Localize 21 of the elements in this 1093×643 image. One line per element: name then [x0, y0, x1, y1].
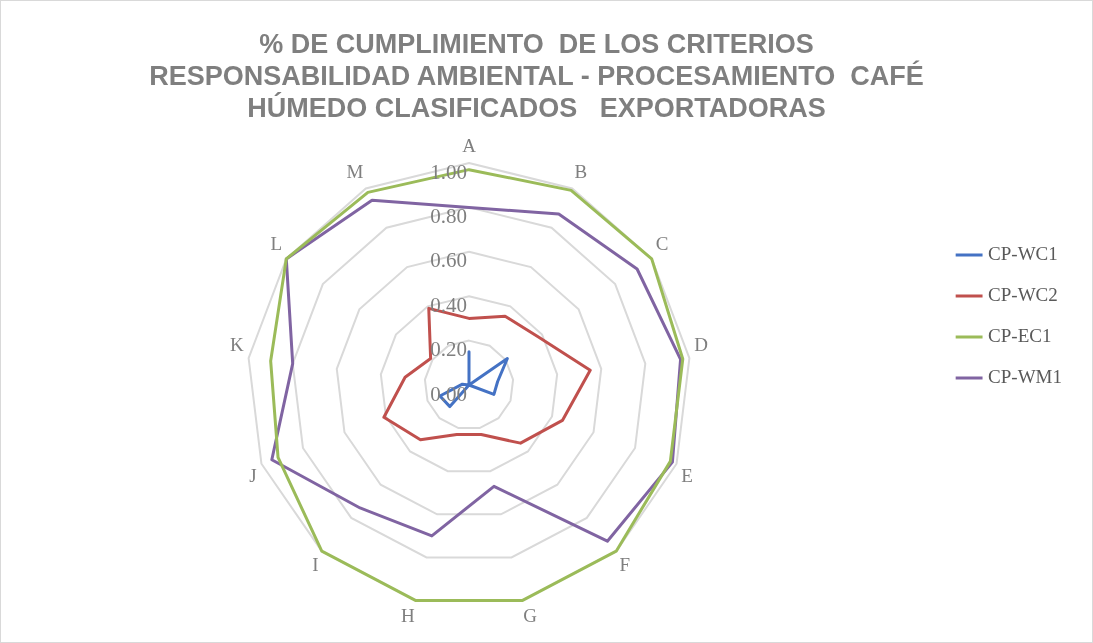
y-tick-label: 0.40	[430, 292, 467, 317]
spoke-label: G	[523, 604, 538, 626]
spoke-label: C	[655, 232, 669, 254]
spoke-label: B	[574, 160, 588, 182]
chart-title: % DE CUMPLIMIENTO DE LOS CRITERIOS RESPONSABILIDAD AMBIENTAL - PROCESAMIENTO CAFÉ HÚMEDO CLASIFICADOS EXPORTADORAS	[149, 28, 924, 124]
y-tick-label: 0.80	[430, 203, 467, 228]
spoke-label: I	[312, 554, 319, 576]
legend-label: CP-WC2	[988, 283, 1058, 305]
spoke-label: M	[346, 160, 364, 182]
spoke-label: J	[249, 464, 257, 486]
spoke-label: F	[619, 554, 631, 576]
legend-label: CP-WM1	[988, 365, 1063, 387]
spoke-label: D	[694, 334, 709, 356]
spoke-label: K	[229, 334, 244, 356]
spoke-label: L	[270, 232, 283, 254]
legend-label: CP-EC1	[988, 324, 1052, 346]
spoke-label: E	[681, 464, 693, 486]
y-tick-label: 0.60	[430, 248, 467, 273]
spoke-label: A	[462, 134, 477, 156]
spoke-label: H	[400, 604, 415, 626]
legend-label: CP-WC1	[988, 242, 1058, 264]
